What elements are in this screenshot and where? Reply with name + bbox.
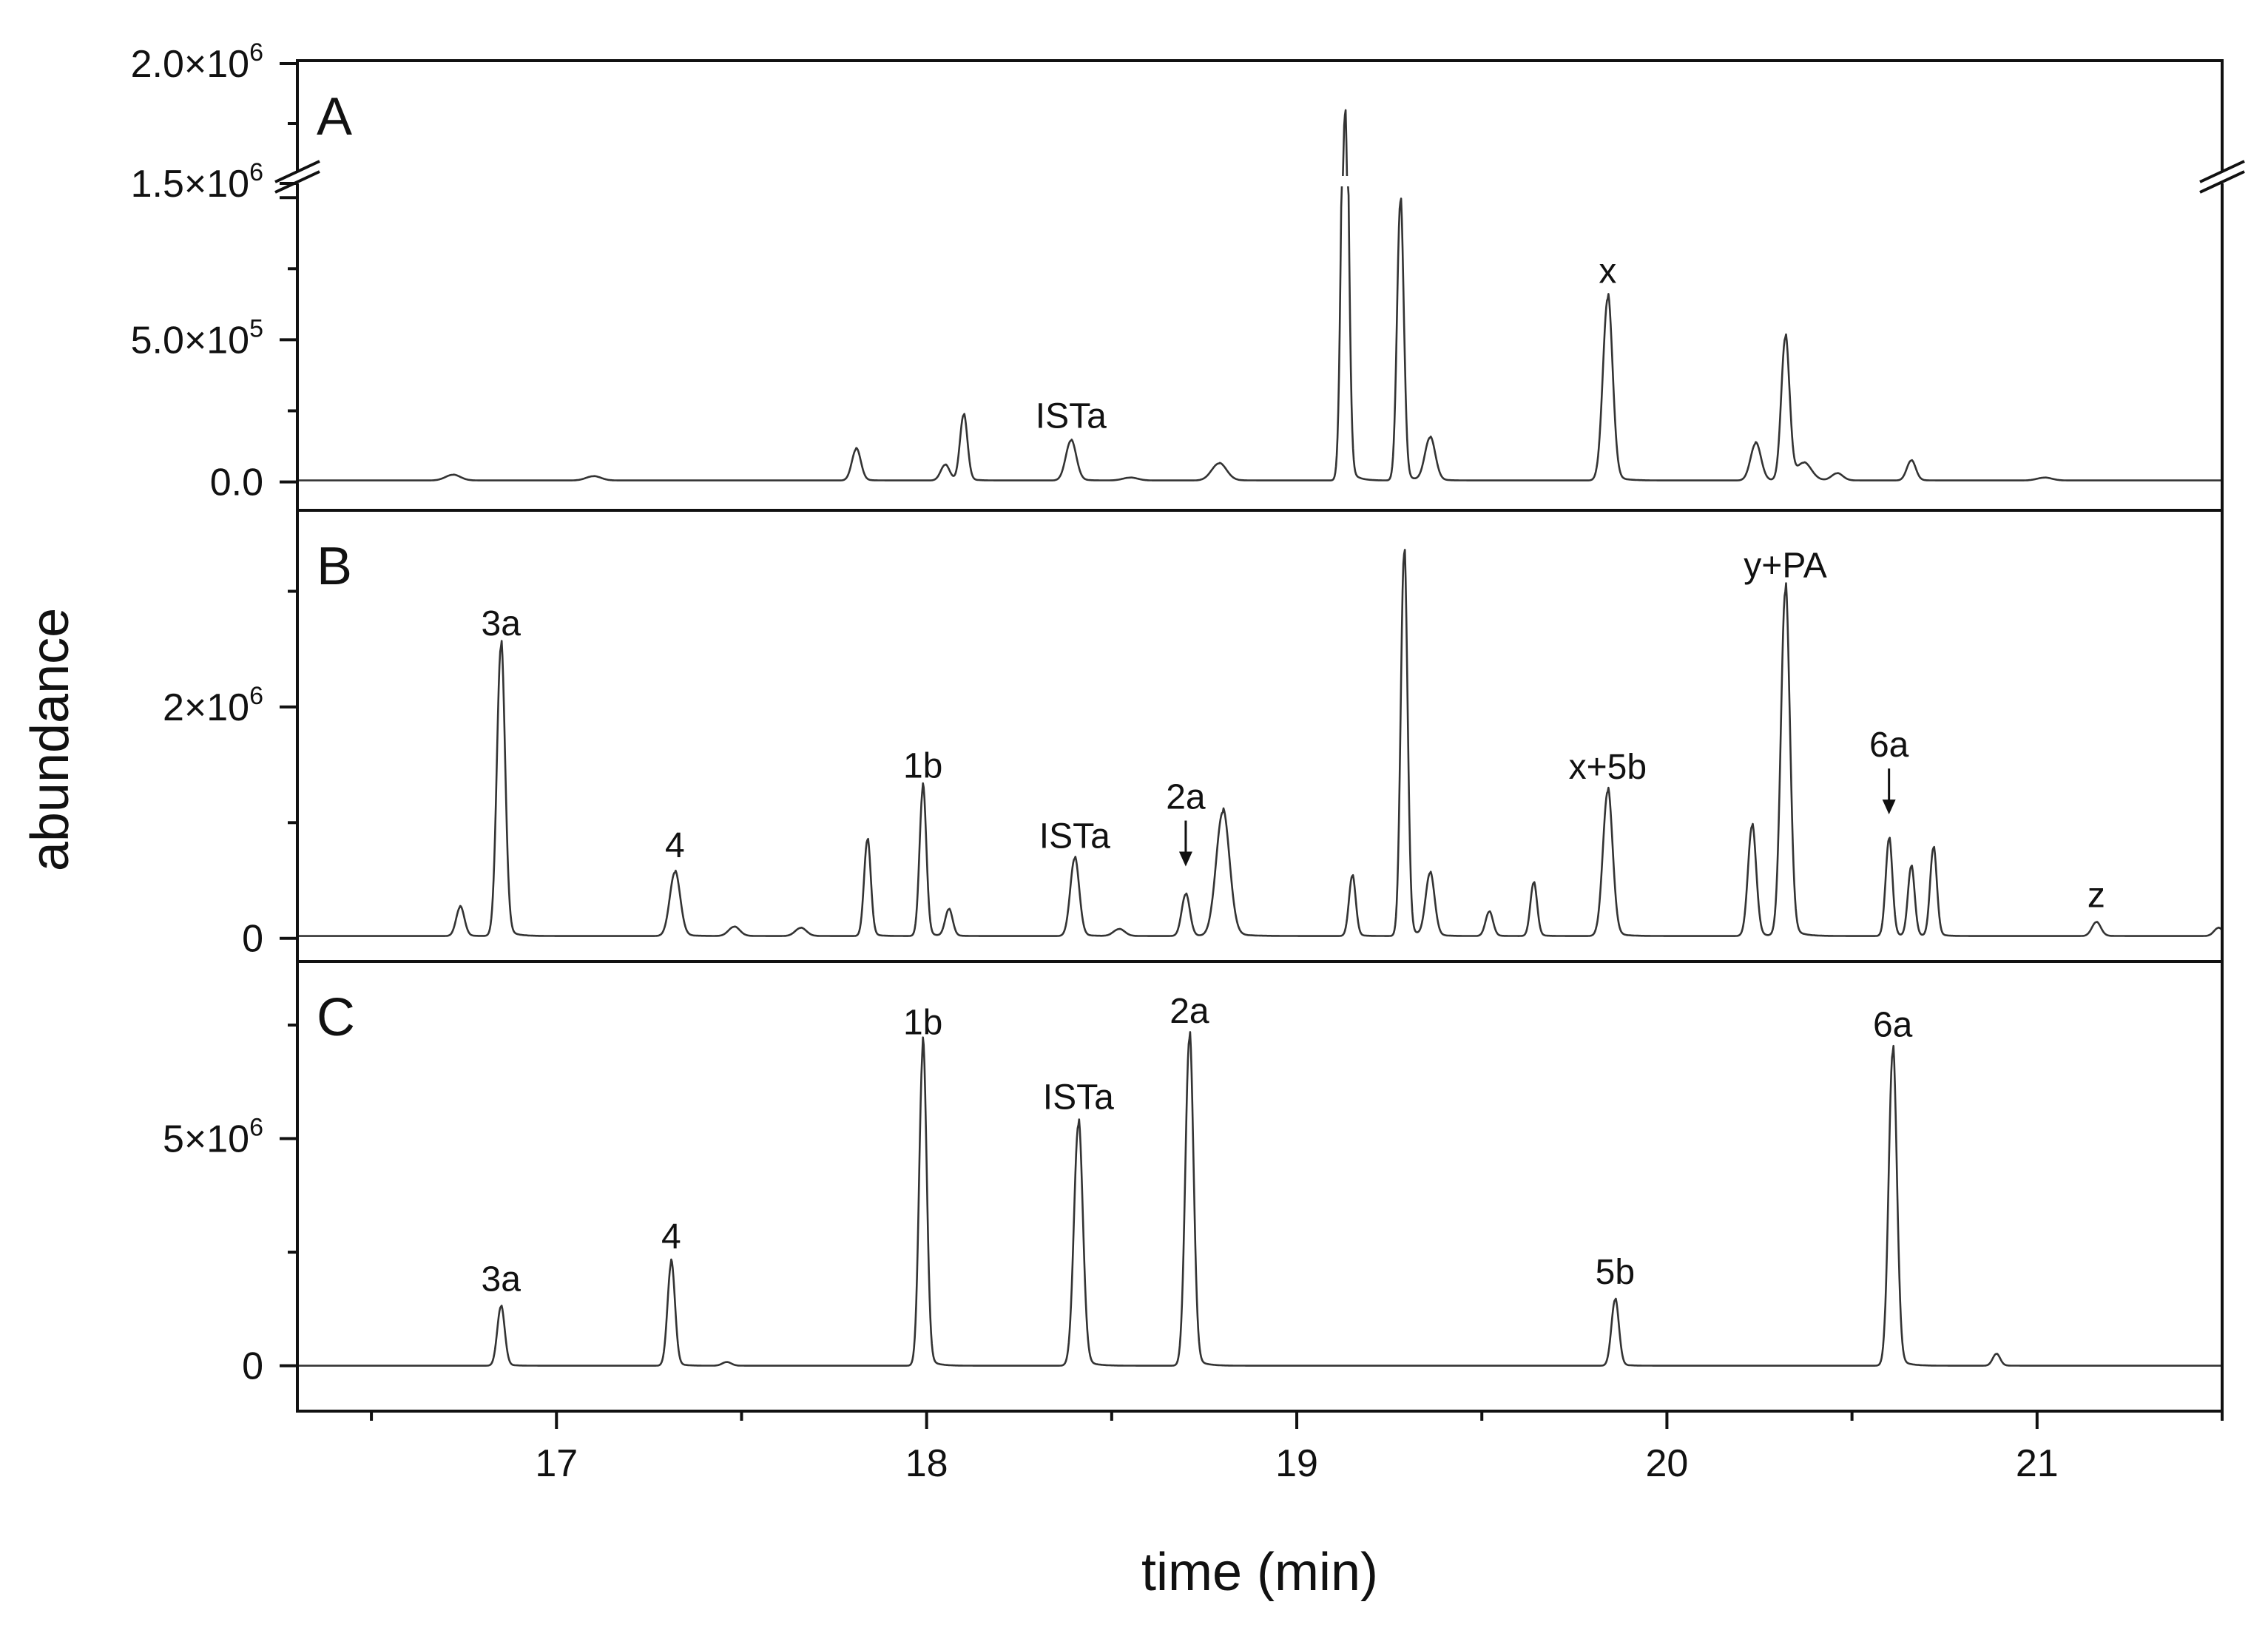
y-tick-label: 0.0: [210, 462, 263, 504]
axis-break-mark: [274, 160, 320, 183]
peak-label: ISTa: [1039, 817, 1110, 856]
x-tick-label: 18: [905, 1442, 948, 1485]
trace-line-a: [297, 109, 2223, 481]
trace-line-b: [297, 549, 2223, 937]
peak-label: x+5b: [1569, 748, 1647, 787]
panel-frame: [296, 960, 2224, 1413]
peak-label: ISTa: [1036, 397, 1107, 436]
axis-break-mark: [2199, 170, 2245, 194]
peak-label: 2a: [1170, 992, 1209, 1031]
panel-label: B: [317, 537, 352, 596]
peak-label: 4: [661, 1217, 681, 1257]
x-axis-title: time (min): [1141, 1543, 1378, 1602]
peak-arrow-head: [1882, 799, 1896, 815]
x-tick-label: 17: [535, 1442, 578, 1485]
trace-break-gap: [1339, 176, 1351, 186]
y-tick-label: 2.0×106: [131, 38, 263, 86]
peak-label: 6a: [1873, 1005, 1913, 1044]
panel-frame: [296, 59, 2224, 512]
y-tick-label: 5.0×105: [131, 314, 263, 362]
panel-frame: [296, 509, 2224, 963]
y-axis-title: abundance: [21, 608, 80, 871]
peak-label: 1b: [903, 1003, 942, 1042]
peak-label: 3a: [482, 604, 522, 643]
trace-line-c: [297, 1031, 2223, 1367]
peak-label: 5b: [1596, 1253, 1635, 1292]
peak-label: 1b: [903, 746, 942, 785]
peak-label: 3a: [482, 1260, 522, 1299]
panel-label: A: [317, 87, 352, 146]
y-tick-label: 0: [242, 918, 263, 961]
peak-label: z: [2088, 876, 2105, 915]
peak-label: x: [1599, 252, 1616, 291]
y-tick-label: 0: [242, 1345, 263, 1388]
peak-label: 2a: [1166, 778, 1206, 817]
panel-c: 0 5×106 C 3a 4 1b ISTa 2a 5b 6a: [163, 960, 2224, 1413]
panel-a: 0.0 5.0×105 1.5×106 2.0×106 A ISTa x: [131, 38, 2245, 512]
y-tick-label: 2×106: [163, 682, 263, 729]
x-tick-label: 21: [2016, 1442, 2059, 1485]
plot-area: 0.0 5.0×105 1.5×106 2.0×106 A ISTa x 0 2×106 B 3a 4…: [131, 38, 2245, 1485]
panel-b: 0 2×106 B 3a 4 1b ISTa 2a x+5b y+PA 6a z: [163, 509, 2224, 963]
x-tick-label: 19: [1275, 1442, 1318, 1485]
peak-arrow-head: [1178, 851, 1192, 867]
y-tick-label: 5×106: [163, 1114, 263, 1161]
y-tick-label: 1.5×106: [131, 158, 263, 206]
x-tick-label: 20: [1646, 1442, 1689, 1485]
peak-label: 4: [665, 826, 685, 865]
peak-label: y+PA: [1744, 547, 1827, 586]
panel-label: C: [317, 988, 355, 1047]
peak-label: ISTa: [1043, 1078, 1114, 1118]
peak-label: 6a: [1869, 726, 1909, 765]
axis-break-mark: [2199, 160, 2245, 183]
